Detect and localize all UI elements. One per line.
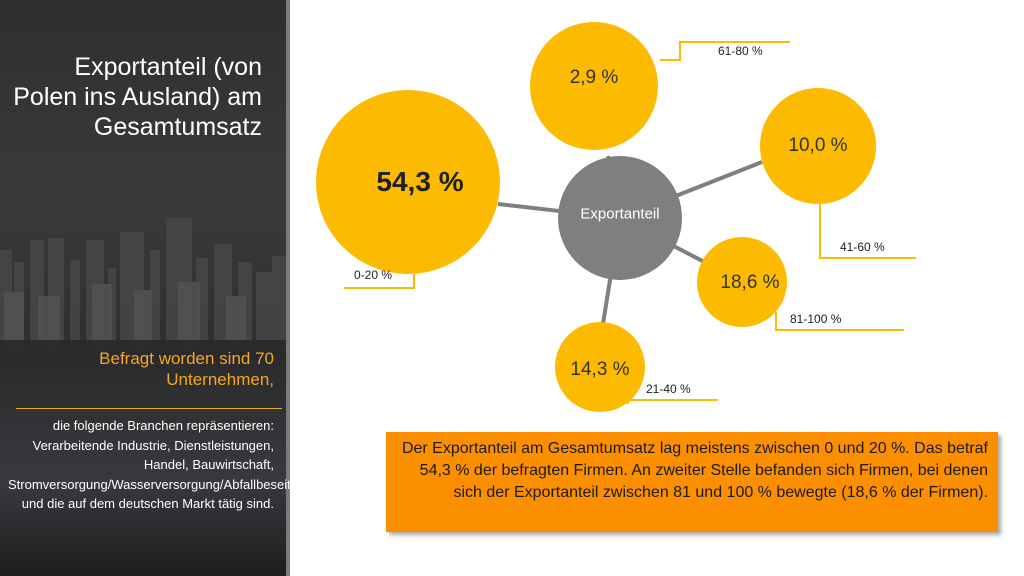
callout-line-0-20	[344, 274, 415, 289]
branches-text: die folgende Branchen repräsentieren: Ve…	[8, 418, 290, 511]
callout-line-21-40	[627, 399, 718, 404]
callout-line-81-100	[775, 312, 904, 331]
range-label-21-40: 21-40 %	[646, 382, 691, 396]
sidebar-divider	[16, 408, 282, 409]
bubble-81-100	[697, 237, 787, 327]
sidebar-edge	[286, 0, 290, 576]
range-label-41-60: 41-60 %	[840, 240, 885, 254]
city-skyline-image	[0, 218, 286, 350]
value-label-21-40: 14,3 %	[570, 359, 630, 380]
center-label: Exportanteil	[580, 205, 660, 223]
bubble-21-40	[555, 322, 645, 412]
center-circle	[558, 156, 682, 280]
range-label-61-80: 61-80 %	[718, 44, 763, 58]
range-label-81-100: 81-100 %	[790, 312, 842, 326]
bubble-0-20	[316, 90, 500, 274]
value-label-0-20: 54,3 %	[376, 166, 464, 197]
callout-line-41-60	[819, 204, 916, 259]
summary-box: Der Exportanteil am Gesamtumsatz lag mei…	[386, 432, 998, 532]
value-label-41-60: 10,0 %	[788, 135, 848, 156]
sidebar: Exportanteil (von Polen ins Ausland) am …	[0, 0, 290, 576]
value-label-81-100: 18,6 %	[720, 272, 780, 293]
surveyed-companies-text: Befragt worden sind 70 Unternehmen,	[99, 349, 274, 389]
bubble-61-80	[530, 22, 658, 150]
summary-text: Der Exportanteil am Gesamtumsatz lag mei…	[401, 440, 988, 501]
value-label-61-80: 2,9 %	[569, 67, 619, 88]
bubble-41-60	[760, 88, 876, 204]
sidebar-bottom-panel	[0, 340, 290, 576]
range-label-0-20: 0-20 %	[354, 268, 393, 282]
page-title: Exportanteil (von Polen ins Ausland) am …	[13, 53, 262, 141]
callout-line-61-80	[660, 41, 790, 61]
